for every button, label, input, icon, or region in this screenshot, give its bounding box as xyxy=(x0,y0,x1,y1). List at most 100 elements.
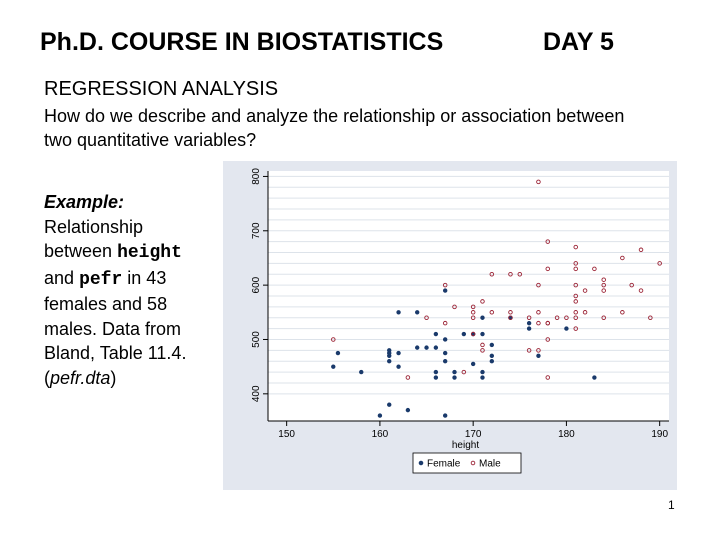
y-tick-label: 800 xyxy=(251,168,262,185)
female-point xyxy=(442,350,448,356)
male-point xyxy=(545,320,551,326)
female-point xyxy=(433,331,439,337)
male-point xyxy=(573,310,578,315)
example-text-1: Relationship between xyxy=(44,216,144,262)
male-point xyxy=(573,244,578,250)
female-point xyxy=(452,375,457,380)
male-point xyxy=(480,348,485,353)
male-point xyxy=(545,266,551,272)
male-point xyxy=(461,369,467,375)
x-tick-label: 160 xyxy=(372,429,389,440)
male-point xyxy=(629,282,634,288)
male-point xyxy=(592,266,597,272)
section-question: How do we describe and analyze the relat… xyxy=(44,106,625,150)
female-point xyxy=(489,353,495,358)
day-label: DAY 5 xyxy=(543,28,614,56)
male-point xyxy=(489,310,495,315)
male-point xyxy=(601,277,606,282)
legend-marker-male xyxy=(470,460,476,466)
male-point xyxy=(452,304,457,310)
scatter-chart: 400 500 600 700 800 150 160 170 180 190 height Fema… xyxy=(251,168,669,474)
female-point xyxy=(396,364,401,369)
example-label: Example: xyxy=(44,192,125,212)
male-point xyxy=(573,282,578,288)
male-point xyxy=(648,315,653,320)
male-point xyxy=(480,342,485,348)
male-point xyxy=(424,315,429,320)
male-point xyxy=(536,310,541,315)
example-text-2: and xyxy=(44,267,75,288)
example-text: Example: Relationship between height and… xyxy=(44,190,214,390)
male-point xyxy=(508,272,513,277)
y-tick-label: 500 xyxy=(251,331,262,348)
female-point xyxy=(592,375,597,380)
female-point xyxy=(480,369,485,375)
female-point xyxy=(480,315,485,320)
male-point xyxy=(573,293,578,299)
male-point xyxy=(620,255,625,261)
male-point xyxy=(470,315,476,320)
male-point xyxy=(620,310,625,315)
female-point xyxy=(489,359,495,364)
male-point xyxy=(536,179,541,185)
male-point xyxy=(582,288,588,293)
var-height: height xyxy=(117,243,182,263)
title-text: Ph.D. COURSE IN BIOSTATISTICS xyxy=(40,28,444,56)
female-point xyxy=(387,348,392,353)
legend-label-female: Female xyxy=(427,459,461,470)
male-point xyxy=(573,326,578,331)
male-point xyxy=(573,266,578,272)
male-point xyxy=(405,375,411,380)
male-point xyxy=(470,331,476,337)
female-point xyxy=(489,342,495,348)
female-point xyxy=(405,407,411,413)
female-point xyxy=(396,310,401,315)
male-point xyxy=(601,282,606,288)
female-point xyxy=(331,364,336,369)
female-point xyxy=(470,361,476,367)
male-point xyxy=(564,315,569,320)
legend-label-male: Male xyxy=(479,459,501,470)
x-tick-label: 150 xyxy=(278,429,295,440)
female-point xyxy=(387,359,392,364)
male-point xyxy=(545,375,551,380)
var-pefr: pefr xyxy=(79,269,123,290)
example-text-4: ) xyxy=(110,367,117,388)
example-file: pefr.dta xyxy=(50,367,111,388)
female-point xyxy=(415,310,420,315)
male-point xyxy=(489,272,495,277)
x-tick-label: 170 xyxy=(465,429,482,440)
female-point xyxy=(480,375,485,380)
female-point xyxy=(424,345,429,350)
female-point xyxy=(526,326,532,331)
male-point xyxy=(508,315,513,320)
female-point xyxy=(442,288,448,293)
female-point xyxy=(433,345,439,350)
male-point xyxy=(657,261,662,266)
y-tick-label: 600 xyxy=(251,276,262,293)
male-point xyxy=(601,288,606,293)
male-point xyxy=(526,315,532,320)
male-point xyxy=(536,282,541,288)
male-point xyxy=(331,337,336,342)
female-point xyxy=(396,350,401,356)
male-point xyxy=(545,337,551,342)
female-point xyxy=(335,350,341,356)
male-point xyxy=(508,310,513,315)
male-point xyxy=(554,315,560,320)
page-number: 1 xyxy=(668,498,675,512)
y-tick-label: 700 xyxy=(251,222,262,239)
x-axis-label: height xyxy=(452,440,479,451)
section-heading: REGRESSION ANALYSIS xyxy=(44,78,279,100)
female-point xyxy=(359,369,364,375)
male-point xyxy=(536,320,541,326)
male-point xyxy=(480,299,485,304)
female-point xyxy=(387,402,392,407)
male-point xyxy=(638,288,644,293)
male-point xyxy=(573,315,578,320)
female-point xyxy=(442,413,448,418)
female-point xyxy=(480,331,485,337)
male-point xyxy=(526,348,532,353)
male-point xyxy=(470,310,476,315)
male-point xyxy=(442,282,448,288)
